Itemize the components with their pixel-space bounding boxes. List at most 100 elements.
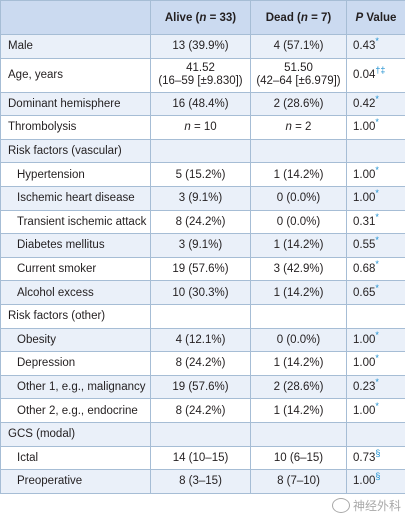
cell-alive: 8 (3–15) [150, 469, 251, 494]
wechat-icon [331, 498, 350, 513]
cell-pvalue: 0.43* [346, 34, 405, 59]
cell-dead: 1 (14.2%) [250, 398, 347, 423]
header-row: Alive (n = 33) Dead (n = 7) P Value [0, 0, 405, 35]
footnote-mark: †‡ [375, 65, 386, 76]
table-row: Thrombolysis n = 10 n = 2 1.00* [0, 115, 405, 140]
section-row: Risk factors (vascular) [0, 138, 405, 164]
cell-empty [150, 138, 251, 164]
dead-mean: 51.50 [284, 62, 313, 75]
row-label: Obesity [0, 327, 151, 353]
table-row: Dominant hemisphere 16 (48.4%) 2 (28.6%)… [0, 91, 405, 117]
p-value: 0.73 [353, 451, 376, 464]
footnote-mark: * [375, 259, 379, 270]
footnote-mark: § [375, 447, 381, 458]
p-value: 1.00 [353, 404, 376, 417]
section-label: Risk factors (other) [0, 303, 151, 329]
cell-alive: 3 (9.1%) [150, 185, 251, 211]
row-label: Alcohol excess [0, 280, 151, 305]
cell-alive: 16 (48.4%) [150, 91, 251, 117]
cell-dead: 10 (6–15) [250, 445, 347, 471]
p-value: 0.43 [353, 40, 376, 53]
cell-alive: 14 (10–15) [150, 445, 251, 471]
footnote-mark: * [375, 400, 379, 411]
footnote-mark: * [375, 282, 379, 293]
header-p-post: Value [363, 11, 397, 24]
alive-count: = 10 [190, 121, 217, 134]
footnote-mark: * [375, 36, 379, 47]
cell-dead: 51.50 (42–64 [±6.979]) [250, 57, 347, 93]
header-dead-pre: Dead ( [265, 11, 301, 24]
header-alive-var: n [199, 11, 207, 24]
header-empty [0, 0, 151, 35]
p-value: 1.00 [353, 168, 376, 181]
watermark-text: 神经外科 [352, 499, 401, 513]
p-value: 0.31 [353, 215, 376, 228]
cell-pvalue: 1.00* [346, 327, 405, 353]
cell-pvalue: 0.68* [346, 256, 405, 282]
table-row: Preoperative 8 (3–15) 8 (7–10) 1.00§ [0, 469, 405, 494]
cell-dead: 1 (14.2%) [250, 233, 347, 258]
cell-dead: 2 (28.6%) [250, 91, 347, 117]
p-value: 0.04 [353, 69, 376, 82]
footnote-mark: * [375, 330, 379, 340]
cell-dead: 3 (42.9%) [250, 256, 347, 282]
table-row: Depression 8 (24.2%) 1 (14.2%) 1.00* [0, 351, 405, 376]
cell-alive: 8 (24.2%) [150, 209, 251, 235]
table-row: Other 2, e.g., endocrine 8 (24.2%) 1 (14… [0, 398, 405, 423]
cell-alive: 4 (12.1%) [150, 327, 251, 353]
p-value: 0.65 [353, 286, 376, 299]
alive-range: (16–59 [±9.830]) [158, 75, 243, 88]
row-label: Hypertension [0, 162, 151, 187]
dead-var: n [285, 121, 292, 134]
header-alive: Alive (n = 33) [150, 0, 251, 35]
footnote-mark: * [375, 94, 379, 105]
footnote-mark: * [375, 377, 379, 388]
cell-alive: 3 (9.1%) [150, 233, 251, 258]
cell-dead: 8 (7–10) [250, 469, 347, 494]
p-value: 0.23 [353, 381, 376, 394]
table-row: Obesity 4 (12.1%) 0 (0.0%) 1.00* [0, 327, 405, 353]
cell-empty [346, 303, 405, 329]
cell-pvalue: 0.04†‡ [346, 57, 405, 93]
cell-pvalue: 0.55* [346, 233, 405, 258]
cell-pvalue: 1.00* [346, 162, 405, 187]
alive-var: n [184, 121, 191, 134]
row-label: Dominant hemisphere [0, 91, 151, 117]
table-row: Age, years 41.52 (16–59 [±9.830]) 51.50 (4… [0, 57, 405, 93]
table-row: Other 1, e.g., malignancy 19 (57.6%) 2 (… [0, 374, 405, 400]
row-label: Male [0, 34, 151, 59]
p-value: 0.42 [353, 97, 376, 110]
row-label: Transient ischemic attack [0, 209, 151, 235]
cell-alive: 5 (15.2%) [150, 162, 251, 187]
cell-pvalue: 0.42* [346, 91, 405, 117]
header-dead-post: = 7) [307, 11, 332, 24]
cell-alive: n = 10 [150, 115, 251, 140]
cell-pvalue: 1.00* [346, 351, 405, 376]
footnote-mark: * [375, 235, 379, 246]
table-row: Male 13 (39.9%) 4 (57.1%) 0.43* [0, 34, 405, 59]
cell-dead: 1 (14.2%) [250, 351, 347, 376]
cell-dead: 4 (57.1%) [250, 34, 347, 59]
cell-pvalue: 1.00§ [346, 469, 405, 494]
cell-empty [250, 138, 347, 164]
cell-alive: 8 (24.2%) [150, 398, 251, 423]
cell-alive: 8 (24.2%) [150, 351, 251, 376]
row-label: Preoperative [0, 469, 151, 494]
header-p-var: P [355, 11, 364, 24]
footnote-mark: * [375, 188, 379, 199]
dead-count: = 2 [291, 121, 312, 134]
cell-empty [346, 138, 405, 164]
row-label: Age, years [0, 57, 151, 93]
cell-alive: 19 (57.6%) [150, 256, 251, 282]
cell-dead: 2 (28.6%) [250, 374, 347, 400]
header-alive-pre: Alive ( [164, 11, 200, 24]
cell-alive: 19 (57.6%) [150, 374, 251, 400]
cell-dead: 1 (14.2%) [250, 280, 347, 305]
footnote-mark: * [375, 117, 379, 128]
cell-pvalue: 1.00* [346, 398, 405, 423]
p-value: 1.00 [353, 475, 376, 488]
header-dead-var: n [300, 11, 308, 24]
cell-pvalue: 0.23* [346, 374, 405, 400]
cell-pvalue: 1.00* [346, 115, 405, 140]
section-row: GCS (modal) [0, 421, 405, 447]
